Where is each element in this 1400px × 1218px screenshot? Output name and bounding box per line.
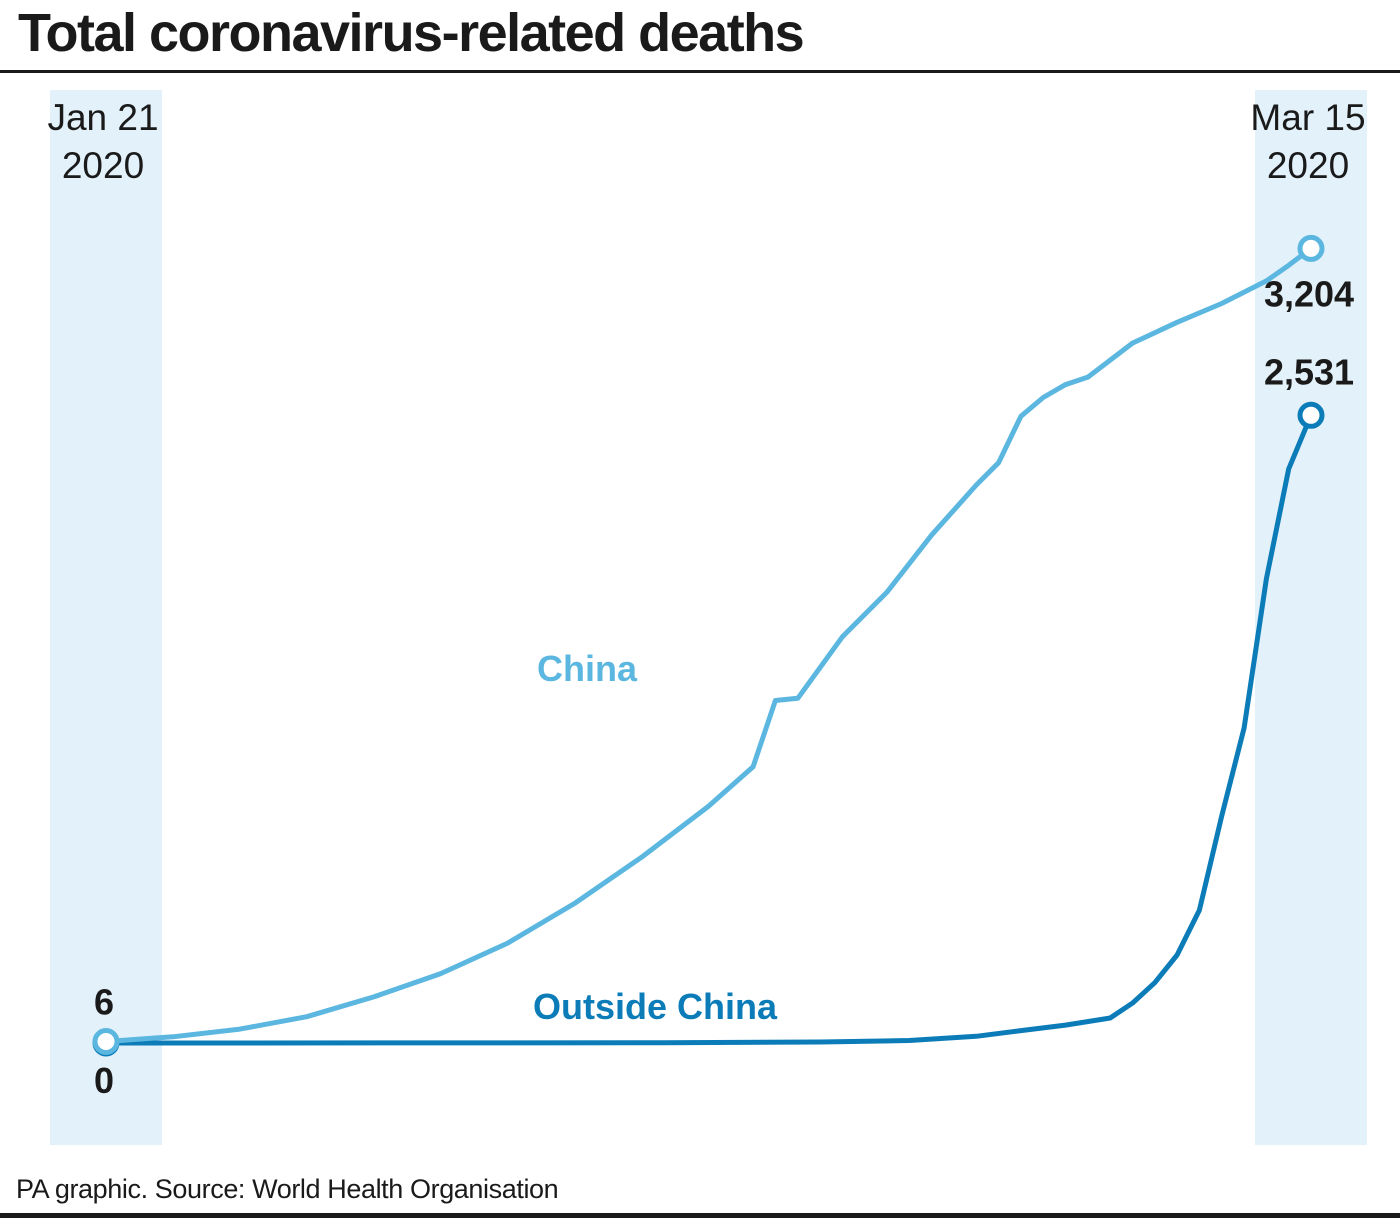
series-line-outside-china	[103, 412, 1314, 1046]
chart-title: Total coronavirus-related deaths	[18, 3, 805, 63]
footer-divider	[0, 1213, 1400, 1218]
date-label-month: Jan 21	[47, 97, 158, 138]
series-line-china	[103, 245, 1314, 1044]
china-end-value: 3,204	[1264, 273, 1354, 314]
source-credit: PA graphic. Source: World Health Organis…	[16, 1174, 559, 1204]
date-label-year: 2020	[62, 145, 144, 186]
series-label-china: China	[537, 648, 638, 689]
china-start-value: 6	[94, 982, 114, 1023]
end-marker-china	[1297, 234, 1325, 262]
date-label-year: 2020	[1267, 145, 1349, 186]
outside-china-start-value: 0	[94, 1060, 114, 1101]
title-divider	[0, 70, 1400, 73]
start-marker-china	[92, 1028, 120, 1056]
date-label-month: Mar 15	[1250, 97, 1365, 138]
outside-china-end-value: 2,531	[1264, 351, 1354, 392]
series-label-outside-china: Outside China	[533, 986, 778, 1027]
end-marker-outside-china	[1297, 401, 1325, 429]
date-band-1	[1255, 90, 1367, 1145]
date-band-0	[50, 90, 162, 1145]
